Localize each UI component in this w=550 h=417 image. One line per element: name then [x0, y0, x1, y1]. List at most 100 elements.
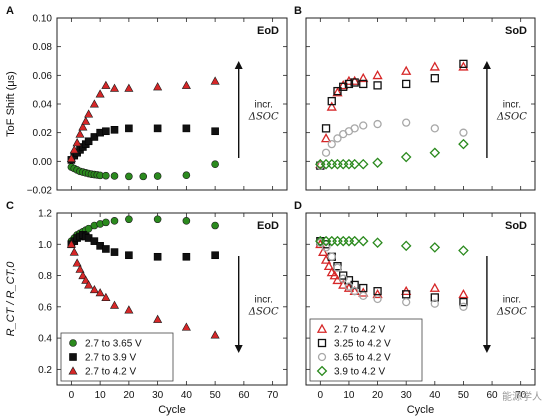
- series-2-7-to-3-9-v: [67, 231, 219, 261]
- series-2-7-to-4-2-v: [66, 239, 220, 339]
- data-point: [75, 129, 85, 138]
- y-tick-label: 0.10: [33, 14, 53, 25]
- data-point: [110, 217, 119, 225]
- legend-label: 3.25 to 4.2 V: [334, 339, 391, 350]
- x-tick-label: 10: [95, 390, 107, 401]
- data-point: [316, 365, 328, 377]
- data-point: [430, 299, 439, 308]
- data-point: [69, 145, 79, 154]
- data-point: [318, 246, 329, 256]
- panel-A: A −0.02 0.00 0.02 0.04 0.06 0.08 0.10 ToF Shift …: [5, 5, 288, 197]
- panel-C: C 0.2 0.4 0.6 0.8 1.0 1.2 0 10 20 30 40 50 60 70 Cycle R…: [5, 200, 288, 416]
- plot-frame: [305, 212, 536, 386]
- data-point: [211, 160, 219, 168]
- annotation-incr: incr.: [255, 295, 273, 306]
- data-point: [102, 127, 110, 136]
- data-point: [430, 74, 439, 83]
- delta-soc-arrowhead: [482, 345, 491, 353]
- data-point: [84, 280, 94, 289]
- annotation-incr: incr.: [503, 100, 521, 111]
- data-point: [400, 151, 412, 163]
- data-point: [320, 133, 332, 143]
- data-point: [69, 353, 77, 361]
- legend-label: 2.7 to 3.65 V: [85, 339, 142, 350]
- data-point: [458, 61, 469, 71]
- legend-box: [309, 318, 423, 382]
- data-point: [124, 83, 134, 92]
- data-point: [373, 294, 382, 304]
- data-point: [321, 240, 331, 249]
- data-point: [89, 99, 99, 108]
- data-point: [125, 172, 133, 181]
- series-3-25-to-4-2-v: [316, 236, 468, 307]
- data-point: [430, 124, 439, 133]
- data-point: [329, 270, 340, 280]
- data-point: [373, 119, 382, 129]
- series-2-7-to-3-9-v: [67, 124, 219, 164]
- data-point: [66, 239, 76, 248]
- series-3-25-to-4-2-v: [316, 59, 468, 170]
- x-tick-label: 30: [401, 390, 413, 401]
- data-point: [89, 284, 99, 294]
- data-point: [458, 288, 469, 299]
- panel-title: SoD: [505, 220, 527, 232]
- data-point: [327, 252, 336, 261]
- data-point: [182, 171, 191, 180]
- data-point: [125, 251, 133, 260]
- data-point: [78, 122, 88, 131]
- data-point: [373, 287, 382, 296]
- data-point: [102, 218, 110, 227]
- data-point: [357, 235, 369, 247]
- data-point: [153, 82, 163, 91]
- plot-area: [315, 59, 469, 170]
- data-point: [81, 116, 91, 125]
- y-tick-label: 0.08: [33, 42, 53, 53]
- panel-letter: B: [294, 5, 302, 17]
- data-point: [211, 251, 219, 260]
- data-point: [459, 128, 468, 137]
- y-tick-label: 0.6: [38, 302, 52, 313]
- data-point: [333, 263, 342, 272]
- data-point: [72, 258, 82, 267]
- data-point: [458, 138, 469, 150]
- data-point: [90, 133, 99, 141]
- data-point: [153, 172, 162, 180]
- x-tick-label: 40: [181, 390, 193, 401]
- x-tick-label: 0: [318, 390, 324, 401]
- data-point: [101, 80, 111, 89]
- legend-label: 2.7 to 3.9 V: [85, 353, 136, 364]
- x-axis-label: Cycle: [407, 404, 435, 416]
- data-point: [323, 260, 335, 271]
- data-point: [337, 158, 349, 170]
- data-point: [349, 158, 360, 170]
- y-tick-label: 0.00: [33, 157, 53, 168]
- data-point: [72, 138, 82, 147]
- panel-letter: C: [6, 200, 14, 212]
- panel-B: B SoD incr.ΔSOC: [294, 5, 536, 191]
- data-point: [124, 305, 134, 314]
- y-tick-label: 0.8: [38, 271, 52, 282]
- data-point: [459, 297, 468, 307]
- data-point: [350, 287, 359, 296]
- delta-soc-arrowhead: [482, 61, 491, 69]
- data-point: [402, 297, 411, 307]
- data-point: [359, 79, 368, 89]
- data-point: [109, 83, 120, 92]
- data-point: [182, 217, 191, 225]
- panel-letter: D: [294, 200, 302, 212]
- data-point: [95, 89, 105, 98]
- data-point: [372, 157, 383, 169]
- data-point: [458, 245, 469, 256]
- data-point: [316, 323, 328, 333]
- plot-frame: [305, 17, 536, 191]
- data-point: [359, 291, 368, 301]
- legend-label: 2.7 to 4.2 V: [85, 367, 136, 378]
- plot-area: [66, 76, 220, 181]
- x-tick-label: 0: [69, 390, 75, 401]
- x-tick-label: 60: [238, 390, 250, 401]
- data-point: [101, 292, 111, 301]
- data-point: [321, 243, 331, 252]
- y-tick-label: 1.0: [38, 240, 52, 251]
- data-point: [326, 158, 338, 170]
- data-point: [153, 314, 163, 323]
